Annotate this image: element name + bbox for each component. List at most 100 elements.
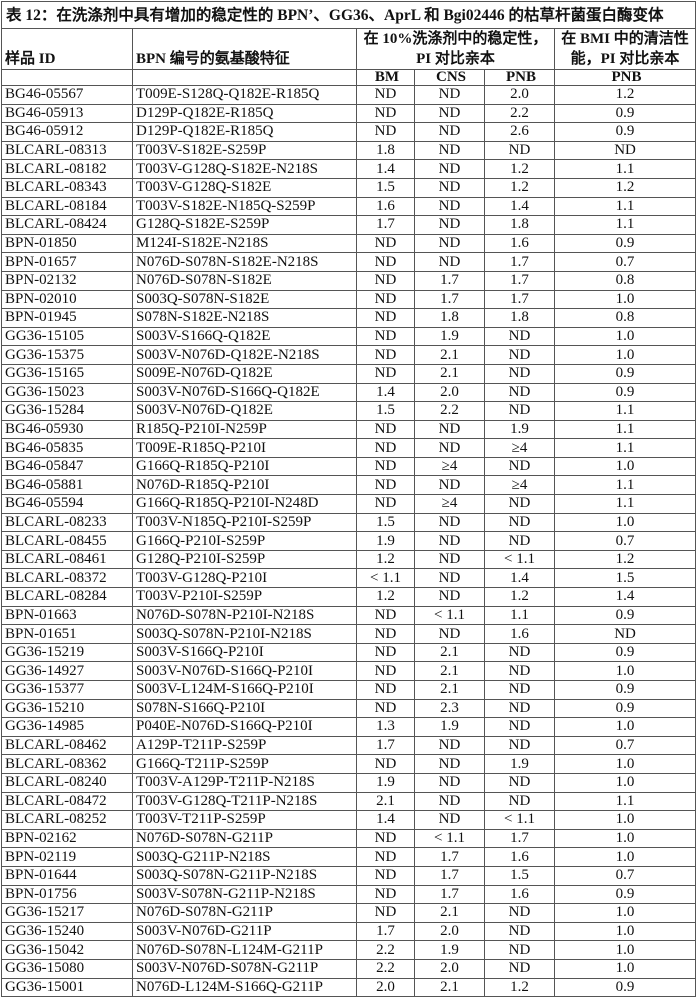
features-cell: M124I-S182E-N218S	[133, 234, 357, 253]
bm-cell: 1.5	[357, 513, 415, 532]
features-cell: N076D-S078N-S182E-N218S	[133, 253, 357, 272]
table-row: BG46-05930R185Q-P210I-N259PNDND1.91.1	[2, 420, 696, 439]
features-cell: G128Q-S182E-S259P	[133, 216, 357, 235]
cns-cell: 2.1	[415, 364, 485, 383]
table-row: BLCARL-08284T003V-P210I-S259P1.2ND1.21.4	[2, 588, 696, 607]
sample-id-cell: BLCARL-08472	[2, 792, 133, 811]
table-row: BPN-01850M124I-S182E-N218SNDND1.60.9	[2, 234, 696, 253]
bm-cell: 1.2	[357, 550, 415, 569]
pnb-cell: ND	[485, 346, 555, 365]
features-cell: T003V-T211P-S259P	[133, 811, 357, 830]
subheader-pnb: PNB	[485, 70, 555, 86]
table-row: BLCARL-08461G128Q-P210I-S259P1.2ND< 1.11…	[2, 550, 696, 569]
bm-cell: ND	[357, 123, 415, 142]
pnb-cell: 1.9	[485, 420, 555, 439]
features-cell: R185Q-P210I-N259P	[133, 420, 357, 439]
cns-cell: 2.1	[415, 346, 485, 365]
cns-cell: 1.9	[415, 327, 485, 346]
features-cell: S003Q-S078N-S182E	[133, 290, 357, 309]
features-cell: D129P-Q182E-R185Q	[133, 104, 357, 123]
sample-id-cell: GG36-15105	[2, 327, 133, 346]
bm-cell: 1.4	[357, 383, 415, 402]
bm-cell: 1.9	[357, 773, 415, 792]
sample-id-cell: BLCARL-08461	[2, 550, 133, 569]
pnb-cell: ≥4	[485, 476, 555, 495]
pnb-cell: ND	[485, 718, 555, 737]
sample-id-cell: BG46-05930	[2, 420, 133, 439]
bmi-pnb-cell: 0.9	[555, 234, 696, 253]
pnb-cell: ND	[485, 904, 555, 923]
cns-cell: 2.1	[415, 978, 485, 997]
pnb-cell: ND	[485, 402, 555, 421]
bmi-pnb-cell: 1.0	[555, 346, 696, 365]
table-row: GG36-15042N076D-S078N-L124M-G211P2.21.9N…	[2, 941, 696, 960]
bm-cell: ND	[357, 904, 415, 923]
table-row: BLCARL-08343T003V-G128Q-S182E1.5ND1.21.2	[2, 178, 696, 197]
features-cell: P040E-N076D-S166Q-P210I	[133, 718, 357, 737]
cns-cell: ND	[415, 811, 485, 830]
cns-cell: 1.7	[415, 271, 485, 290]
features-cell: N076D-S078N-G211P	[133, 829, 357, 848]
features-cell: N076D-S078N-P210I-N218S	[133, 606, 357, 625]
bmi-pnb-cell: 1.1	[555, 476, 696, 495]
features-cell: T003V-G128Q-P210I	[133, 569, 357, 588]
pnb-cell: 1.7	[485, 829, 555, 848]
table-row: BLCARL-08424G128Q-S182E-S259P1.7ND1.81.1	[2, 216, 696, 235]
bm-cell: ND	[357, 476, 415, 495]
pnb-cell: 2.2	[485, 104, 555, 123]
features-cell: N076D-S078N-G211P	[133, 904, 357, 923]
bmi-pnb-cell: 0.9	[555, 699, 696, 718]
bmi-pnb-cell: 1.1	[555, 160, 696, 179]
table-row: BLCARL-08462A129P-T211P-S259P1.7NDND0.7	[2, 736, 696, 755]
features-cell: S003V-N076D-S166Q-Q182E	[133, 383, 357, 402]
pnb-cell: ND	[485, 959, 555, 978]
table-row: BG46-05567T009E-S128Q-Q182E-R185QNDND2.0…	[2, 86, 696, 105]
bmi-pnb-cell: 1.0	[555, 457, 696, 476]
table-row: BLCARL-08252T003V-T211P-S259P1.4ND< 1.11…	[2, 811, 696, 830]
bm-cell: ND	[357, 309, 415, 328]
bm-cell: ND	[357, 253, 415, 272]
sample-id-cell: GG36-15042	[2, 941, 133, 960]
sample-id-cell: GG36-15240	[2, 922, 133, 941]
sample-id-cell: BG46-05567	[2, 86, 133, 105]
bm-cell: ND	[357, 439, 415, 458]
sample-id-cell: GG36-14927	[2, 662, 133, 681]
bm-cell: ND	[357, 625, 415, 644]
features-cell: T003V-G128Q-S182E	[133, 178, 357, 197]
cns-cell: ND	[415, 588, 485, 607]
bm-cell: 1.5	[357, 178, 415, 197]
bm-cell: ND	[357, 420, 415, 439]
sample-id-cell: BPN-02132	[2, 271, 133, 290]
features-cell: T003V-S182E-N185Q-S259P	[133, 197, 357, 216]
cns-cell: 2.0	[415, 959, 485, 978]
sample-id-cell: BLCARL-08462	[2, 736, 133, 755]
cns-cell: ND	[415, 141, 485, 160]
bm-cell: 1.4	[357, 811, 415, 830]
table-row: GG36-14985P040E-N076D-S166Q-P210I1.31.9N…	[2, 718, 696, 737]
cns-cell: 1.9	[415, 718, 485, 737]
bm-cell: ND	[357, 606, 415, 625]
sample-id-cell: BLCARL-08455	[2, 532, 133, 551]
sample-id-cell: BG46-05594	[2, 495, 133, 514]
table-row: BLCARL-08362G166Q-T211P-S259PNDND1.91.0	[2, 755, 696, 774]
cns-cell: ND	[415, 86, 485, 105]
pnb-cell: 1.2	[485, 588, 555, 607]
features-cell: S003V-N076D-Q182E	[133, 402, 357, 421]
sample-id-cell: GG36-15165	[2, 364, 133, 383]
cns-cell: ND	[415, 439, 485, 458]
sample-id-cell: GG36-15377	[2, 681, 133, 700]
bmi-pnb-cell: 1.1	[555, 197, 696, 216]
features-cell: N076D-S078N-S182E	[133, 271, 357, 290]
cns-cell: 2.1	[415, 643, 485, 662]
table-row: BG46-05594G166Q-R185Q-P210I-N248DND≥4ND1…	[2, 495, 696, 514]
cns-cell: ND	[415, 736, 485, 755]
cns-cell: ND	[415, 234, 485, 253]
bmi-pnb-cell: 1.0	[555, 773, 696, 792]
cns-cell: ≥4	[415, 495, 485, 514]
pnb-cell: 1.7	[485, 253, 555, 272]
bm-cell: 1.2	[357, 588, 415, 607]
pnb-cell: ND	[485, 922, 555, 941]
cns-cell: 1.7	[415, 885, 485, 904]
table-row: GG36-15001N076D-L124M-S166Q-G211P2.02.11…	[2, 978, 696, 997]
bmi-pnb-cell: 1.0	[555, 848, 696, 867]
